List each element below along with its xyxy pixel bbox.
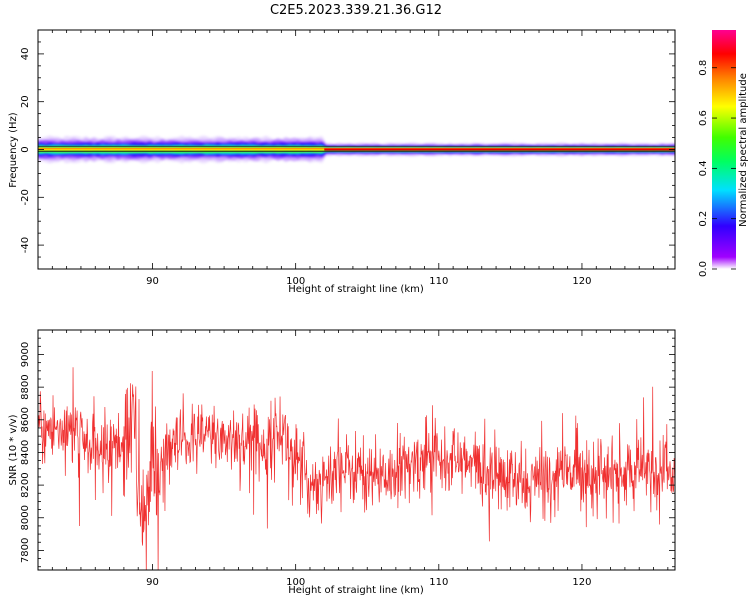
colorbar-gradient	[712, 30, 736, 269]
snr-frame	[37, 329, 676, 571]
snr-y-tick-label: 9000	[20, 342, 31, 367]
spectrogram-y-tick-label: 40	[20, 48, 31, 61]
snr-y-tick-label: 8600	[20, 407, 31, 432]
colorbar-tick-label: 0.2	[698, 211, 709, 227]
snr-ticks: 90 100 110 120 7800 8000 8200 8400 8600 8800 9000	[20, 329, 675, 588]
colorbar-tick-label: 0.8	[698, 60, 709, 76]
colorbar-label: Normalized spectral amplitude	[738, 73, 749, 227]
spectrogram-y-tick-label: -20	[20, 189, 31, 205]
spectrogram-ticks: 90 100 110 120 -40 -20 0 20 40	[20, 29, 675, 287]
snr-x-tick-label: 90	[146, 577, 159, 588]
spectrogram-ylabel: Frequency (Hz)	[8, 112, 19, 188]
snr-x-tick-label: 110	[429, 577, 448, 588]
spectrogram-panel: 90 100 110 120 -40 -20 0 20 40 Height of straigh…	[8, 29, 676, 295]
snr-xlabel: Height of straight line (km)	[288, 585, 424, 596]
spectrogram-y-tick-label: -40	[20, 237, 31, 253]
colorbar-tick-label: 0.6	[698, 110, 709, 126]
colorbar: 0.0 0.2 0.4 0.6 0.8 Normalized spectral ampl…	[698, 30, 749, 277]
spectrogram-x-tick-label: 100	[286, 276, 305, 287]
snr-y-tick-label: 8400	[20, 440, 31, 465]
snr-ylabel: SNR (10 * v/v)	[8, 414, 19, 485]
spectrogram-y-tick-label: 0	[20, 146, 31, 152]
snr-panel: 90 100 110 1207800800082008400860088009000 …	[8, 329, 676, 596]
snr-y-tick-label: 8200	[20, 472, 31, 497]
snr-y-tick-label: 8800	[20, 374, 31, 399]
spectrogram-xlabel: Height of straight line (km)	[288, 284, 424, 295]
snr-y-tick-label: 7800	[20, 538, 31, 563]
snr-plot-area	[38, 330, 675, 570]
figure-title: C2E5.2023.339.21.36.G12	[270, 3, 442, 18]
colorbar-tick-label: 0.0	[698, 261, 709, 277]
snr-y-tick-label: 8000	[20, 505, 31, 530]
colorbar-ticks: 0.0 0.2 0.4 0.6 0.8	[698, 60, 736, 277]
spectrogram-x-tick-label: 110	[429, 276, 448, 287]
snr-line	[38, 367, 675, 570]
spectrogram-band	[38, 135, 675, 164]
spectrogram-y-tick-label: 20	[20, 95, 31, 108]
spectrogram-x-tick-label: 120	[572, 276, 591, 287]
spectrogram-x-tick-label: 90	[146, 276, 159, 287]
colorbar-tick-label: 0.4	[698, 160, 709, 176]
snr-x-tick-label: 100	[286, 577, 305, 588]
snr-x-tick-label: 120	[572, 577, 591, 588]
